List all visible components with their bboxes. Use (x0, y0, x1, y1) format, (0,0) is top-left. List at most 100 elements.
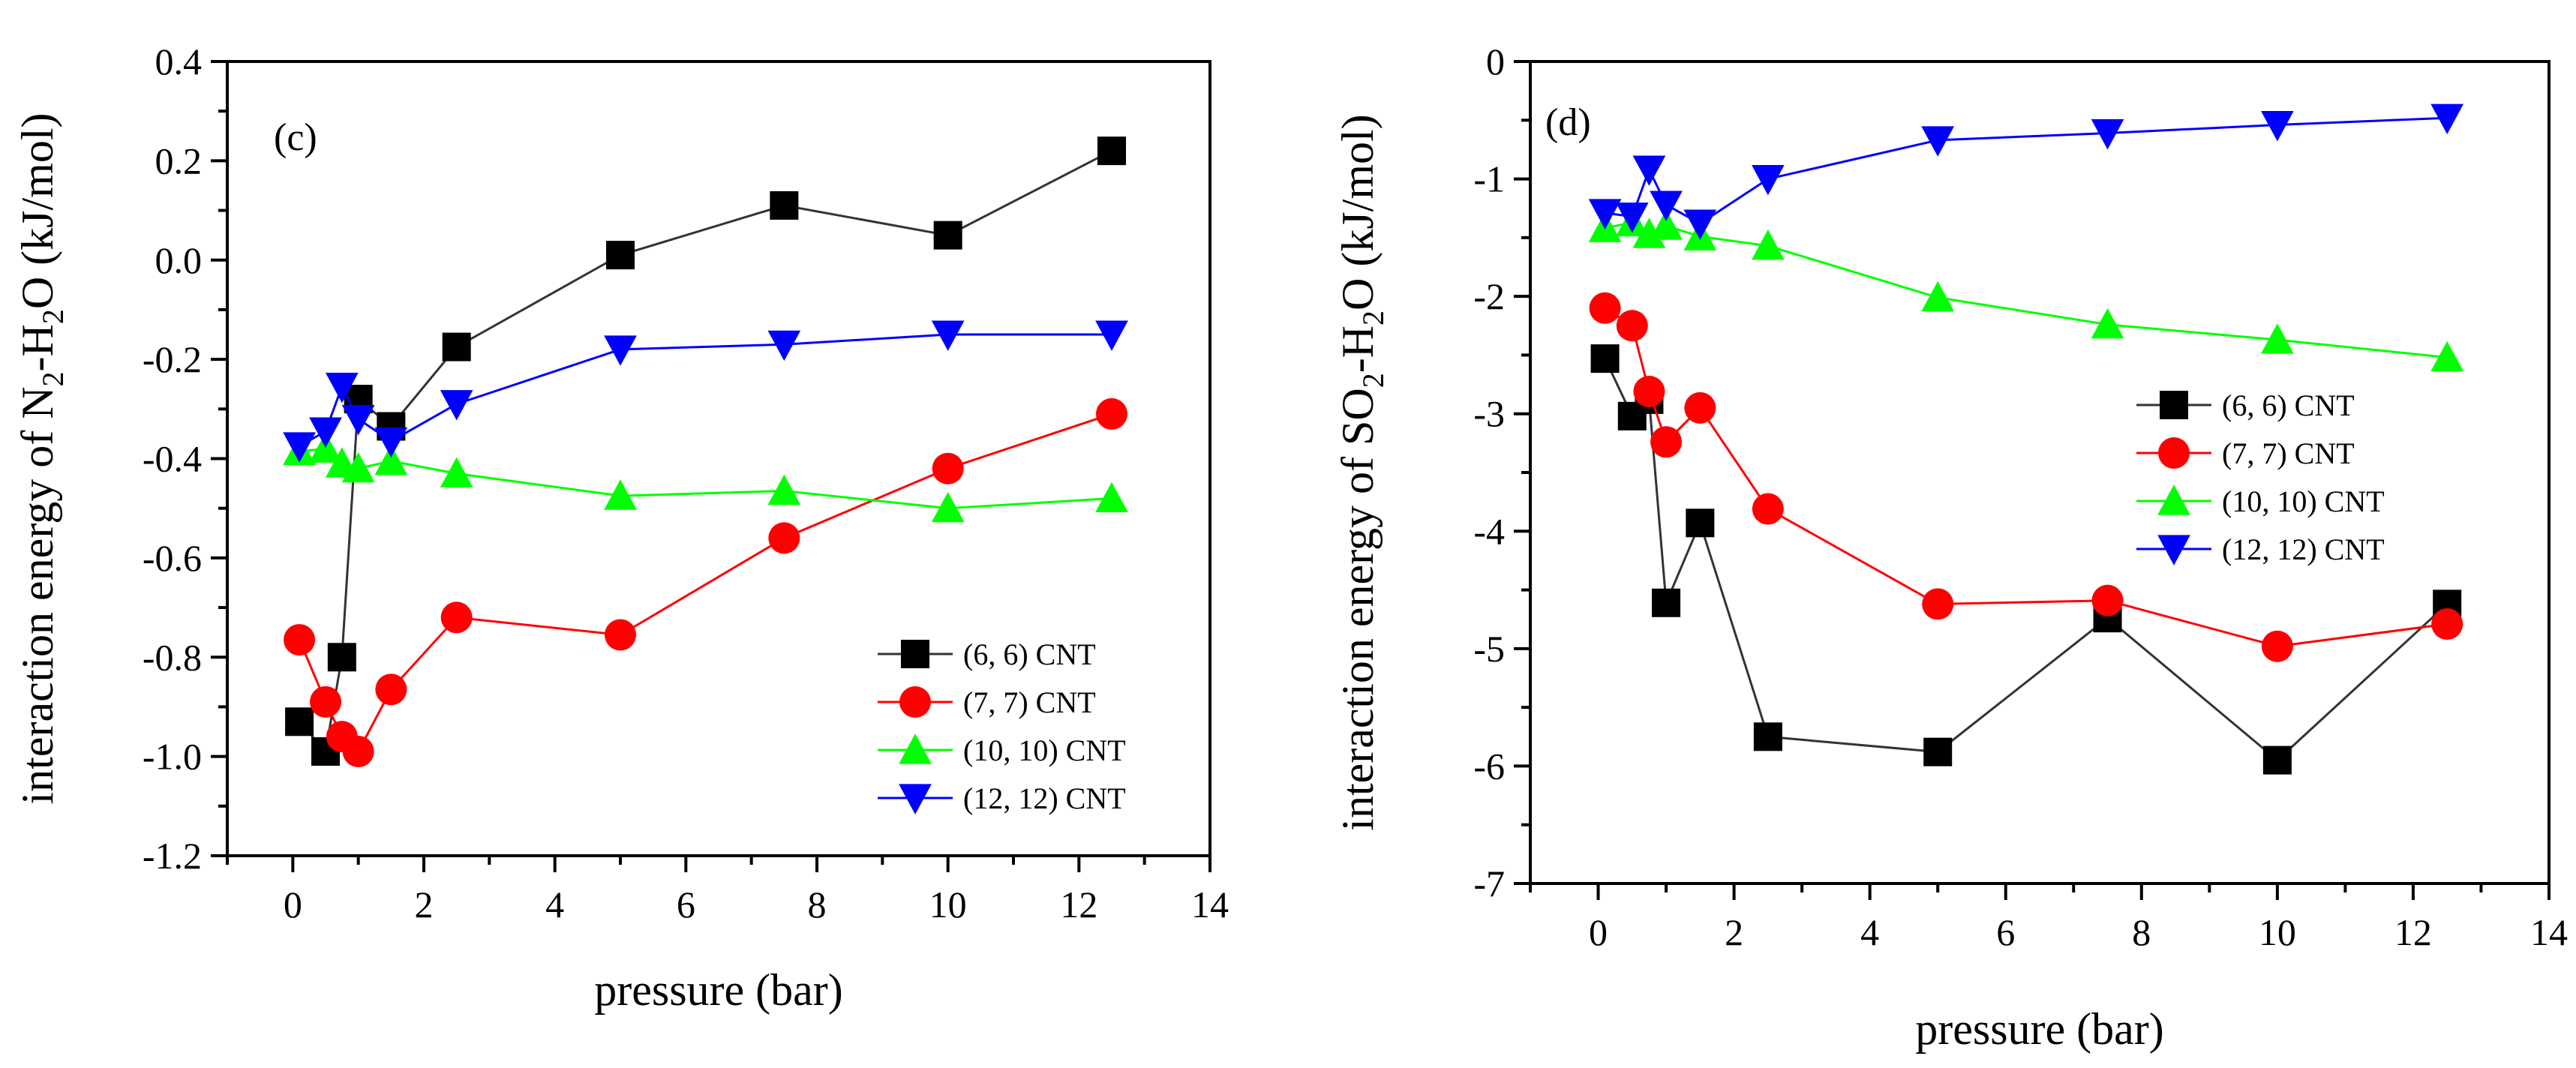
data-point-6-6 (1686, 508, 1715, 538)
panel-label: (c) (274, 116, 317, 159)
y-tick-label: -6 (1473, 745, 1505, 787)
x-tick-label: 14 (1191, 884, 1229, 926)
data-point-10-10 (2430, 340, 2464, 372)
data-point-12-12 (931, 320, 965, 351)
data-point-10-10 (374, 444, 408, 476)
x-tick-label: 14 (2530, 911, 2568, 953)
y-tick-label: -1 (1473, 158, 1505, 200)
data-point-7-7 (2091, 584, 2124, 616)
data-point-10-10 (341, 452, 375, 483)
data-point-10-10 (1650, 209, 1683, 240)
data-point-6-6 (1652, 588, 1681, 617)
x-tick-label: 12 (2394, 911, 2432, 953)
data-point-10-10 (767, 474, 801, 506)
data-point-12-12 (1615, 202, 1649, 233)
legend-marker-7-7 (2158, 437, 2190, 469)
x-tick-label: 12 (1060, 884, 1097, 926)
data-point-6-6 (2262, 746, 2292, 775)
legend-label-10-10: (10, 10) CNT (963, 734, 1126, 767)
data-point-12-12 (1650, 190, 1683, 221)
chart-panel-c: 0 2 4 6 8 10 12 14 -1.2 -1.0 -0.8 -0.6 -0.4 -0.2 0.0 0.… (13, 40, 1229, 1015)
series-line-7-7 (298, 412, 1112, 754)
data-point-6-6 (1923, 737, 1953, 766)
data-point-10-10 (2091, 308, 2124, 339)
y-tick-label: -5 (1473, 628, 1505, 670)
y-tick-label: -0.4 (143, 438, 202, 480)
data-point-7-7 (440, 602, 473, 634)
y-tick-label: 0.2 (155, 140, 203, 182)
data-point-7-7 (310, 686, 341, 718)
y-tick-label: -4 (1473, 510, 1505, 552)
data-point-10-10 (1095, 482, 1128, 513)
legend-label-7-7: (7, 7) CNT (2222, 436, 2355, 470)
data-point-12-12 (341, 404, 375, 436)
series-line-10-10 (299, 447, 1112, 510)
data-point-12-12 (604, 335, 637, 366)
y-tick-label: -0.6 (143, 537, 202, 579)
series-line-12-12 (1605, 116, 2448, 225)
legend-marker-6-6 (2160, 391, 2188, 419)
data-point-7-7 (375, 674, 407, 706)
y-axis-title: interaction energy of SO2-H2O (kJ/mol) (1333, 114, 1390, 830)
y-tick-label: 0.0 (155, 239, 203, 281)
data-point-7-7 (2261, 630, 2293, 662)
data-point-12-12 (325, 372, 359, 404)
y-tick-label: 0 (1486, 40, 1505, 82)
data-point-12-12 (1095, 320, 1128, 351)
plot-frame (1529, 60, 2550, 885)
legend: (6, 6) CNT (7, 7) CNT (10, 10) CNT (12, 12)… (2136, 388, 2385, 566)
x-tick-label: 10 (929, 884, 967, 926)
legend-marker-6-6 (901, 640, 929, 668)
data-point-6-6 (1590, 344, 1620, 374)
data-point-6-6 (327, 643, 356, 672)
legend-label-12-12: (12, 12) CNT (2222, 532, 2385, 566)
data-point-6-6 (1097, 136, 1126, 166)
data-point-12-12 (283, 432, 316, 463)
data-point-10-10 (1752, 229, 1785, 260)
data-point-12-12 (1752, 164, 1785, 196)
data-point-7-7 (1684, 392, 1716, 424)
x-tick-label: 10 (2259, 911, 2296, 953)
legend-label-12-12: (12, 12) CNT (963, 782, 1126, 815)
data-point-10-10 (931, 491, 965, 523)
legend-marker-10-10 (2157, 484, 2190, 515)
x-axis-title: pressure (bar) (1915, 1004, 2164, 1054)
data-point-7-7 (1752, 493, 1784, 525)
series-line-12-12 (299, 333, 1112, 448)
data-point-12-12 (440, 390, 473, 421)
data-point-12-12 (1921, 126, 1955, 157)
data-point-7-7 (1922, 588, 1954, 620)
legend-marker-10-10 (899, 734, 932, 764)
legend-marker-7-7 (899, 686, 931, 718)
data-point-7-7 (342, 736, 374, 768)
legend-label-7-7: (7, 7) CNT (963, 686, 1096, 719)
data-point-12-12 (2091, 118, 2124, 150)
y-axis-title: interaction energy of N2-H2O (kJ/mol) (13, 113, 70, 805)
series-line-10-10 (1605, 220, 2448, 359)
x-tick-label: 0 (1589, 911, 1608, 953)
legend: (6, 6) CNT (7, 7) CNT (10, 10) CNT (12, 12)… (878, 638, 1126, 815)
x-tick-label: 0 (284, 884, 302, 926)
data-point-12-12 (309, 417, 342, 448)
y-tick-label: -0.2 (143, 338, 202, 380)
data-point-10-10 (1921, 280, 1955, 312)
data-point-6-6 (606, 241, 635, 270)
data-point-7-7 (1589, 292, 1621, 324)
data-point-7-7 (605, 619, 636, 651)
data-point-7-7 (284, 624, 316, 656)
panel-label: (d) (1545, 101, 1591, 144)
series-line-7-7 (1604, 307, 2448, 648)
y-tick-label: 0.4 (155, 40, 203, 82)
legend-label-6-6: (6, 6) CNT (963, 638, 1096, 671)
data-point-7-7 (2431, 608, 2463, 640)
data-point-7-7 (1096, 398, 1127, 430)
y-tick-label: -3 (1473, 393, 1505, 435)
data-point-7-7 (768, 522, 800, 554)
x-tick-label: 6 (1996, 911, 2015, 953)
data-point-12-12 (2430, 104, 2464, 135)
data-point-10-10 (1632, 218, 1666, 248)
x-tick-label: 6 (677, 884, 695, 926)
y-tick-label: -2 (1473, 275, 1505, 317)
legend-marker-12-12 (2157, 535, 2190, 566)
